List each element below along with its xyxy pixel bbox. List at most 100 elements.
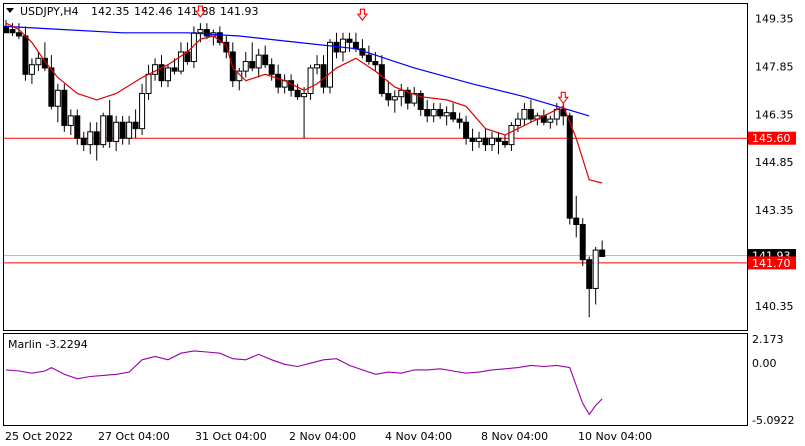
time-tick: 8 Nov 04:00 bbox=[481, 430, 548, 443]
overlay-lines bbox=[5, 22, 603, 184]
candle-body-bull bbox=[339, 38, 346, 53]
candle bbox=[417, 90, 424, 116]
candle-body-bear bbox=[216, 32, 223, 43]
candle-body-bull bbox=[242, 61, 249, 72]
candle bbox=[450, 103, 457, 123]
candle bbox=[469, 128, 476, 152]
candle bbox=[456, 112, 463, 129]
candle-body-bear bbox=[80, 137, 87, 146]
candle-body-bull bbox=[411, 92, 418, 104]
candle-body-bear bbox=[3, 25, 9, 34]
candle-body-bull bbox=[113, 121, 120, 142]
candle-body-bear bbox=[527, 108, 534, 120]
candle-body-bear bbox=[22, 35, 29, 75]
down-arrow-icon bbox=[356, 8, 368, 22]
candle bbox=[547, 115, 554, 129]
candle bbox=[579, 218, 586, 267]
candle-body-bull bbox=[197, 29, 204, 34]
candle bbox=[93, 122, 100, 161]
candle bbox=[437, 103, 444, 120]
time-axis: 25 Oct 2022 27 Oct 04:00 31 Oct 04:00 2 … bbox=[5, 430, 652, 443]
candle-body-bear bbox=[249, 61, 256, 69]
down-arrow-icon bbox=[557, 91, 569, 105]
price-tick: 146.35 bbox=[755, 108, 794, 121]
candle bbox=[132, 109, 139, 139]
candle bbox=[139, 83, 146, 136]
candle bbox=[508, 122, 515, 152]
candle bbox=[404, 87, 411, 110]
candle-body-bear bbox=[294, 89, 301, 98]
candle-body-bull bbox=[139, 92, 146, 130]
candle-body-bull bbox=[398, 89, 405, 98]
candle bbox=[28, 58, 35, 84]
candle-body-bull bbox=[314, 64, 321, 69]
candle bbox=[41, 42, 48, 72]
candle-body-bear bbox=[586, 259, 593, 289]
candle-body-bear bbox=[262, 54, 269, 66]
candle-body-bear bbox=[378, 64, 385, 94]
candle-body-bear bbox=[158, 64, 165, 82]
level-tag-label: 145.60 bbox=[752, 132, 791, 145]
candle bbox=[573, 195, 580, 238]
moving-average-red bbox=[5, 22, 603, 184]
time-tick: 10 Nov 04:00 bbox=[578, 430, 652, 443]
candle-body-bear bbox=[372, 61, 379, 66]
candle bbox=[566, 112, 573, 225]
candle bbox=[87, 122, 94, 155]
candle-body-bear bbox=[501, 140, 508, 146]
ohlc-close: 141.93 bbox=[220, 5, 259, 18]
price-tick: 144.85 bbox=[755, 156, 794, 169]
candle-body-bear bbox=[404, 89, 411, 104]
candles-group bbox=[3, 19, 606, 318]
candle-body-bull bbox=[165, 67, 171, 82]
candle bbox=[521, 103, 528, 126]
candle bbox=[165, 64, 171, 88]
candle bbox=[61, 83, 68, 132]
candle-body-bear bbox=[288, 80, 295, 91]
candle-body-bull bbox=[301, 92, 308, 98]
candle bbox=[527, 99, 534, 123]
candle-body-bear bbox=[417, 92, 424, 110]
candle-body-bear bbox=[203, 29, 210, 37]
candle bbox=[424, 99, 431, 123]
candle bbox=[249, 42, 256, 72]
indicator-tick: 0.00 bbox=[752, 357, 777, 370]
candle-body-bull bbox=[521, 108, 528, 120]
chart-menu-triangle-icon[interactable] bbox=[6, 8, 14, 13]
candle-body-bull bbox=[87, 131, 94, 146]
candle-body-bear bbox=[48, 67, 55, 107]
candle bbox=[54, 83, 61, 123]
candle-body-bear bbox=[275, 73, 282, 88]
candle bbox=[327, 39, 333, 94]
candle bbox=[262, 45, 269, 68]
candle-body-bull bbox=[476, 137, 483, 142]
candle-body-bull bbox=[126, 121, 133, 139]
ohlc-open: 142.35 bbox=[91, 5, 130, 18]
candle bbox=[482, 128, 489, 152]
time-tick: 31 Oct 04:00 bbox=[195, 430, 267, 443]
level-tag-145-60 bbox=[748, 131, 796, 145]
candle bbox=[48, 55, 55, 110]
candle-body-bear bbox=[463, 121, 470, 139]
candle bbox=[476, 131, 483, 148]
candle-body-bear bbox=[365, 54, 372, 63]
candle bbox=[314, 55, 321, 75]
candle-body-bear bbox=[61, 89, 68, 126]
candle-body-bear bbox=[346, 38, 353, 43]
candle-body-bear bbox=[132, 121, 139, 130]
candle-body-bull bbox=[35, 57, 42, 66]
candle-body-bear bbox=[41, 57, 48, 69]
candle-body-bear bbox=[599, 249, 606, 257]
candle-body-bull bbox=[489, 137, 495, 146]
candle-body-bear bbox=[74, 115, 81, 139]
candle-body-bear bbox=[171, 67, 178, 72]
candle-body-bull bbox=[307, 67, 314, 94]
price-tick: 140.35 bbox=[755, 300, 794, 313]
candle bbox=[158, 55, 165, 88]
time-tick: 27 Oct 04:00 bbox=[98, 430, 170, 443]
candle-body-bear bbox=[385, 92, 392, 101]
candle bbox=[9, 23, 16, 36]
candle-body-bear bbox=[566, 115, 573, 219]
